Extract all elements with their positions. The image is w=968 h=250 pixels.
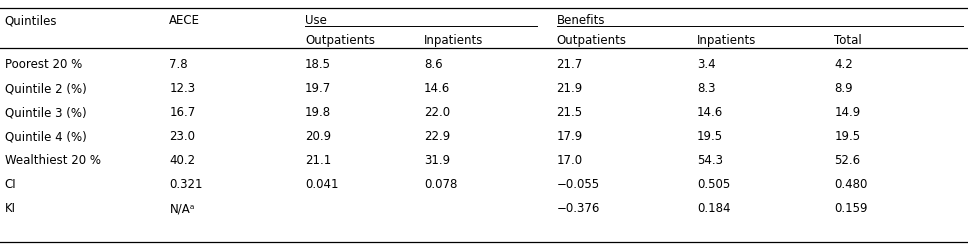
Text: 17.9: 17.9 — [557, 130, 583, 143]
Text: 0.321: 0.321 — [169, 178, 203, 191]
Text: 8.9: 8.9 — [834, 82, 853, 95]
Text: 20.9: 20.9 — [305, 130, 331, 143]
Text: 21.7: 21.7 — [557, 58, 583, 71]
Text: 7.8: 7.8 — [169, 58, 188, 71]
Text: −0.055: −0.055 — [557, 178, 600, 191]
Text: 54.3: 54.3 — [697, 154, 723, 167]
Text: Use: Use — [305, 14, 327, 27]
Text: 12.3: 12.3 — [169, 82, 196, 95]
Text: Quintile 4 (%): Quintile 4 (%) — [5, 130, 86, 143]
Text: 52.6: 52.6 — [834, 154, 861, 167]
Text: Benefits: Benefits — [557, 14, 605, 27]
Text: 0.480: 0.480 — [834, 178, 867, 191]
Text: Outpatients: Outpatients — [557, 34, 626, 47]
Text: Quintiles: Quintiles — [5, 14, 57, 27]
Text: 14.6: 14.6 — [697, 106, 723, 119]
Text: 23.0: 23.0 — [169, 130, 196, 143]
Text: 0.078: 0.078 — [424, 178, 457, 191]
Text: CI: CI — [5, 178, 16, 191]
Text: Quintile 3 (%): Quintile 3 (%) — [5, 106, 86, 119]
Text: 18.5: 18.5 — [305, 58, 331, 71]
Text: 19.5: 19.5 — [697, 130, 723, 143]
Text: Total: Total — [834, 34, 862, 47]
Text: 17.0: 17.0 — [557, 154, 583, 167]
Text: 14.9: 14.9 — [834, 106, 861, 119]
Text: 19.8: 19.8 — [305, 106, 331, 119]
Text: Outpatients: Outpatients — [305, 34, 375, 47]
Text: 14.6: 14.6 — [424, 82, 450, 95]
Text: 19.5: 19.5 — [834, 130, 861, 143]
Text: −0.376: −0.376 — [557, 202, 600, 215]
Text: Inpatients: Inpatients — [697, 34, 756, 47]
Text: 31.9: 31.9 — [424, 154, 450, 167]
Text: AECE: AECE — [169, 14, 200, 27]
Text: Quintile 2 (%): Quintile 2 (%) — [5, 82, 86, 95]
Text: 0.184: 0.184 — [697, 202, 731, 215]
Text: 3.4: 3.4 — [697, 58, 715, 71]
Text: 16.7: 16.7 — [169, 106, 196, 119]
Text: 40.2: 40.2 — [169, 154, 196, 167]
Text: 0.505: 0.505 — [697, 178, 730, 191]
Text: 21.5: 21.5 — [557, 106, 583, 119]
Text: Poorest 20 %: Poorest 20 % — [5, 58, 82, 71]
Text: 21.9: 21.9 — [557, 82, 583, 95]
Text: 8.6: 8.6 — [424, 58, 442, 71]
Text: N/Aᵃ: N/Aᵃ — [169, 202, 195, 215]
Text: 8.3: 8.3 — [697, 82, 715, 95]
Text: KI: KI — [5, 202, 15, 215]
Text: 21.1: 21.1 — [305, 154, 331, 167]
Text: 22.0: 22.0 — [424, 106, 450, 119]
Text: 22.9: 22.9 — [424, 130, 450, 143]
Text: 0.041: 0.041 — [305, 178, 339, 191]
Text: 0.159: 0.159 — [834, 202, 868, 215]
Text: Wealthiest 20 %: Wealthiest 20 % — [5, 154, 101, 167]
Text: Inpatients: Inpatients — [424, 34, 483, 47]
Text: 19.7: 19.7 — [305, 82, 331, 95]
Text: 4.2: 4.2 — [834, 58, 853, 71]
